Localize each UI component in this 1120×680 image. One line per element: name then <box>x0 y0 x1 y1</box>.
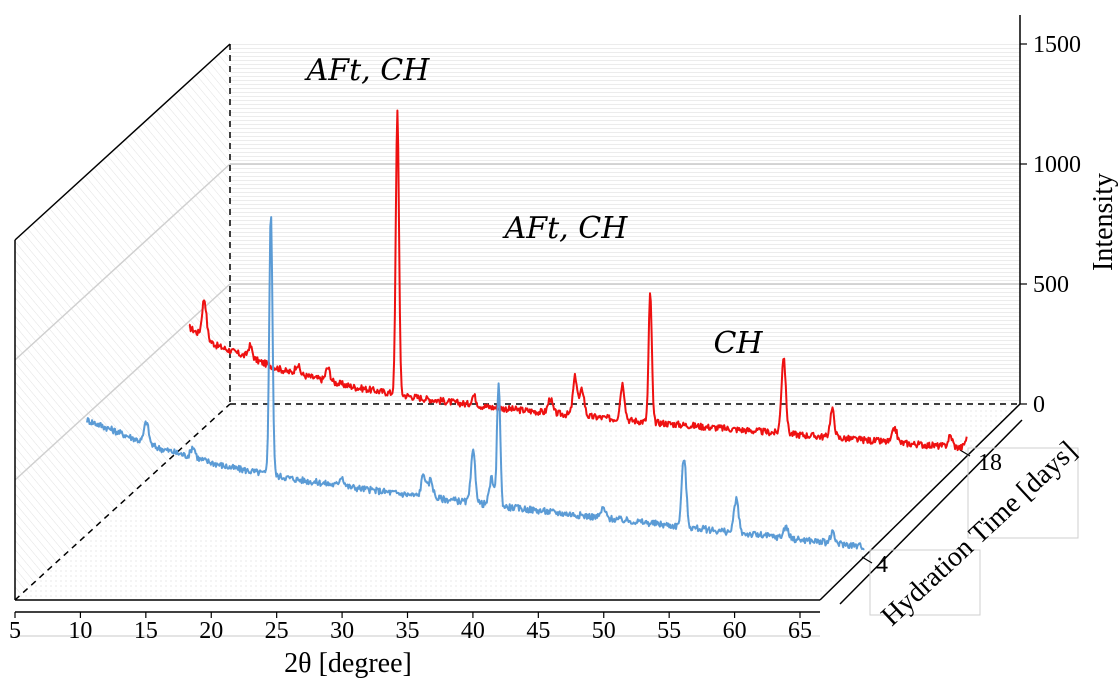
x-tick-label: 35 <box>396 618 420 644</box>
x-tick-label: 40 <box>461 618 485 644</box>
x-tick-label: 60 <box>723 618 747 644</box>
y-tick-label: 0 <box>1033 392 1045 418</box>
y-axis-title: Intensity <box>1088 173 1119 271</box>
back-wall <box>230 44 1020 404</box>
x-tick-label: 15 <box>134 618 158 644</box>
x-tick-label: 55 <box>657 618 681 644</box>
z-tick-labels: 4 18 <box>861 449 1002 578</box>
y-tick-label: 1000 <box>1033 152 1081 178</box>
y-tick-label: 1500 <box>1033 32 1081 58</box>
annotation-aft-ch-2: AFt, CH <box>502 211 629 246</box>
x-tick-label: 65 <box>788 618 812 644</box>
x-tick-label: 50 <box>592 618 616 644</box>
x-tick-label: 10 <box>68 618 92 644</box>
side-gridline-2 <box>14 283 231 481</box>
z-tick-label: 4 <box>876 552 888 578</box>
y-tick-labels: 0 500 1000 1500 <box>1020 32 1081 418</box>
annotation-ch: CH <box>713 326 763 361</box>
frame-left-floor <box>14 403 231 601</box>
x-axis: 5 10 15 20 25 30 35 40 45 50 55 60 65 2θ [degree] <box>9 611 820 679</box>
z-tick-mark <box>861 556 873 564</box>
x-axis-title: 2θ [degree] <box>284 648 412 679</box>
frame-left-top-edge <box>14 43 231 241</box>
x-tick-label: 20 <box>199 618 223 644</box>
x-tick-label: 5 <box>9 618 21 644</box>
z-tick-label: 18 <box>978 450 1002 476</box>
z-axis-box-lower <box>869 549 981 616</box>
series-group <box>86 109 968 551</box>
series-line-18-days <box>188 109 968 452</box>
y-axis: 0 500 1000 1500 Intensity <box>1020 32 1119 418</box>
series-line-4-days <box>86 216 865 551</box>
frame-right-floor <box>819 403 1021 601</box>
x-tick-labels: 5 10 15 20 25 30 35 40 45 50 55 60 65 <box>9 612 812 644</box>
side-wall <box>15 44 230 600</box>
x-tick-label: 30 <box>330 618 354 644</box>
z-tick-mark <box>959 449 971 457</box>
chart-frame <box>14 15 1021 601</box>
annotation-aft-ch-1: AFt, CH <box>304 53 431 88</box>
peak-annotations: AFt, CH AFt, CH CH <box>304 53 764 361</box>
side-gridline-1 <box>14 163 231 361</box>
z-axis-box-upper <box>967 447 1079 539</box>
x-tick-label: 25 <box>265 618 289 644</box>
y-tick-label: 500 <box>1033 272 1069 298</box>
x-tick-label: 45 <box>526 618 550 644</box>
